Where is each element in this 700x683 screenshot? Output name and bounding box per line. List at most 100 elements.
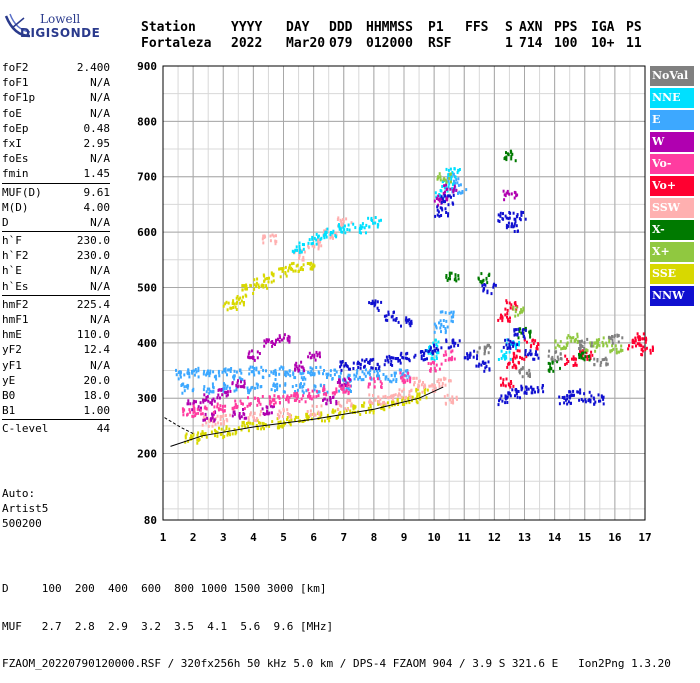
trace-point <box>593 397 596 401</box>
trace-point <box>469 353 472 357</box>
trace-point <box>514 394 516 398</box>
trace-point <box>519 396 521 400</box>
trace-point <box>515 328 517 332</box>
trace-point <box>440 323 443 327</box>
trace-point <box>222 389 225 393</box>
trace-point <box>404 369 407 373</box>
trace-point <box>224 302 227 306</box>
plot-frame <box>162 65 646 521</box>
param-row: hmF2 225.4 <box>2 297 110 312</box>
trace-point <box>291 385 294 389</box>
trace-point <box>424 349 427 353</box>
trace-point <box>399 358 401 362</box>
trace-point <box>440 330 442 334</box>
legend-item-noval: NoVal <box>650 66 694 86</box>
trace-point <box>451 320 454 324</box>
trace-point <box>241 385 244 389</box>
trace-point <box>295 361 298 365</box>
header-label-5: P1 <box>428 20 444 35</box>
trace-point <box>242 284 245 288</box>
trace-point <box>216 402 219 406</box>
param-value: N/A <box>90 358 110 372</box>
param-separator <box>2 294 110 296</box>
trace-point <box>581 345 584 348</box>
trace-point <box>459 183 462 187</box>
trace-point <box>435 363 438 367</box>
trace-point <box>641 337 644 341</box>
trace-point <box>609 349 612 353</box>
y-tick-label: 800 <box>137 115 157 128</box>
trace-point <box>260 284 263 288</box>
trace-point <box>278 340 281 343</box>
trace-point <box>313 355 316 359</box>
trace-point <box>292 269 295 273</box>
trace-point <box>421 390 424 394</box>
trace-point <box>580 398 583 401</box>
trace-point <box>245 416 248 420</box>
trace-point <box>561 396 564 399</box>
trace-point <box>573 393 575 397</box>
trace-point <box>560 357 563 361</box>
trace-point <box>339 371 342 375</box>
trace-point <box>278 384 281 388</box>
trace-point <box>298 247 301 251</box>
trace-point <box>505 155 508 159</box>
trace-point <box>303 376 306 380</box>
trace-point <box>230 367 233 370</box>
trace-point <box>513 328 516 332</box>
trace-point <box>229 306 232 310</box>
trace-point <box>504 357 506 361</box>
trace-point <box>254 396 257 400</box>
trace-point <box>333 373 336 377</box>
trace-point <box>442 376 445 380</box>
param-label: hmF1 <box>2 313 29 326</box>
trace-point <box>635 344 637 348</box>
trace-point <box>221 404 224 408</box>
x-tick-label: 6 <box>310 531 317 544</box>
trace-point <box>407 357 410 361</box>
trace-point <box>226 433 229 437</box>
trace-point <box>300 397 303 401</box>
trace-point <box>598 399 600 403</box>
trace-point <box>446 393 449 397</box>
trace-point <box>317 370 320 374</box>
trace-point <box>369 358 372 362</box>
trace-point <box>326 376 328 379</box>
trace-point <box>218 374 221 378</box>
trace-point <box>405 374 408 378</box>
trace-point <box>270 411 273 415</box>
trace-point <box>512 384 515 388</box>
trace-point <box>564 354 567 358</box>
trace-point <box>277 423 280 427</box>
trace-point <box>382 395 385 399</box>
trace-point <box>528 330 531 334</box>
trace-point <box>405 320 408 324</box>
trace-point <box>439 310 442 314</box>
trace-point <box>437 203 440 207</box>
trace-point <box>287 400 290 404</box>
trace-point <box>341 416 344 420</box>
trace-point <box>235 386 238 390</box>
trace-point <box>208 374 211 378</box>
trace-point <box>551 361 554 365</box>
trace-point <box>296 397 298 401</box>
trace-point <box>451 395 454 399</box>
trace-point <box>601 358 604 362</box>
trace-point <box>265 369 267 373</box>
trace-point <box>271 233 274 237</box>
trace-point <box>597 393 600 397</box>
trace-point <box>322 398 324 402</box>
trace-point <box>589 400 592 404</box>
trace-point <box>524 390 527 394</box>
trace-point <box>266 277 269 280</box>
trace-point <box>344 231 347 235</box>
trace-point <box>527 387 530 391</box>
trace-point <box>282 407 285 411</box>
trace-point <box>364 368 367 372</box>
header-value-2: Mar20 <box>286 36 326 51</box>
trace-point <box>529 335 532 339</box>
trace-point <box>250 356 253 360</box>
trace-point <box>504 156 507 160</box>
trace-point <box>216 405 219 409</box>
trace-point <box>504 355 507 359</box>
